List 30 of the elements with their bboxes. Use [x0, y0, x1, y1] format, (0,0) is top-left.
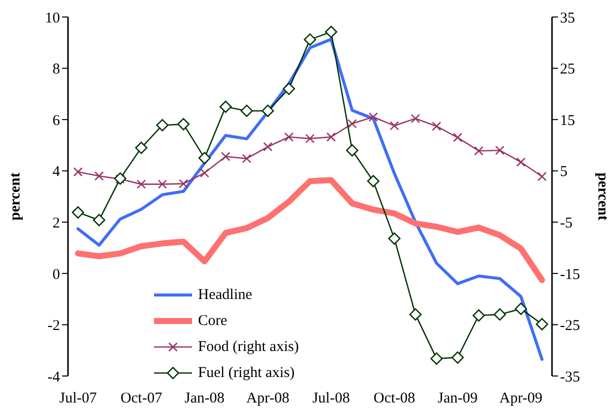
x-tick-label: Oct-07 — [120, 390, 163, 407]
legend-label: Core — [198, 312, 228, 330]
x-tick-label: Jan-09 — [438, 390, 478, 407]
y-tick-label: 0 — [52, 266, 60, 283]
x-tick-label: Apr-08 — [246, 390, 290, 407]
x-tick-label: Jul-07 — [59, 390, 98, 407]
y2-tick-label: 25 — [560, 62, 575, 78]
y2-tick-label: 35 — [560, 10, 575, 26]
y2-tick-label: 15 — [560, 112, 575, 129]
y-tick-label: 6 — [52, 112, 60, 129]
y2-tick-label: -5 — [560, 215, 572, 232]
y-tick-label: 4 — [52, 164, 60, 180]
y2-tick-label: 5 — [560, 164, 568, 180]
y2-tick-label: -15 — [560, 266, 580, 283]
y-tick-label: -2 — [48, 318, 60, 334]
y-tick-label: 8 — [52, 62, 60, 78]
y-tick-label: 10 — [45, 10, 60, 26]
y-tick-label: -4 — [48, 369, 60, 386]
x-tick-label: Jan-08 — [184, 390, 225, 407]
x-tick-label: Oct-08 — [374, 390, 416, 407]
legend-label: Headline — [198, 286, 252, 304]
y2-axis-title: percent — [594, 172, 608, 221]
x-tick-label: Apr-09 — [499, 390, 542, 407]
y2-tick-label: -25 — [560, 318, 580, 334]
y2-tick-label: -35 — [560, 369, 580, 386]
x-tick-label: Jul-08 — [312, 390, 350, 407]
legend-label: Fuel (right axis) — [198, 364, 295, 382]
y-axis-title: percent — [7, 172, 24, 221]
legend-label: Food (right axis) — [198, 338, 299, 356]
y-tick-label: 2 — [52, 215, 60, 232]
